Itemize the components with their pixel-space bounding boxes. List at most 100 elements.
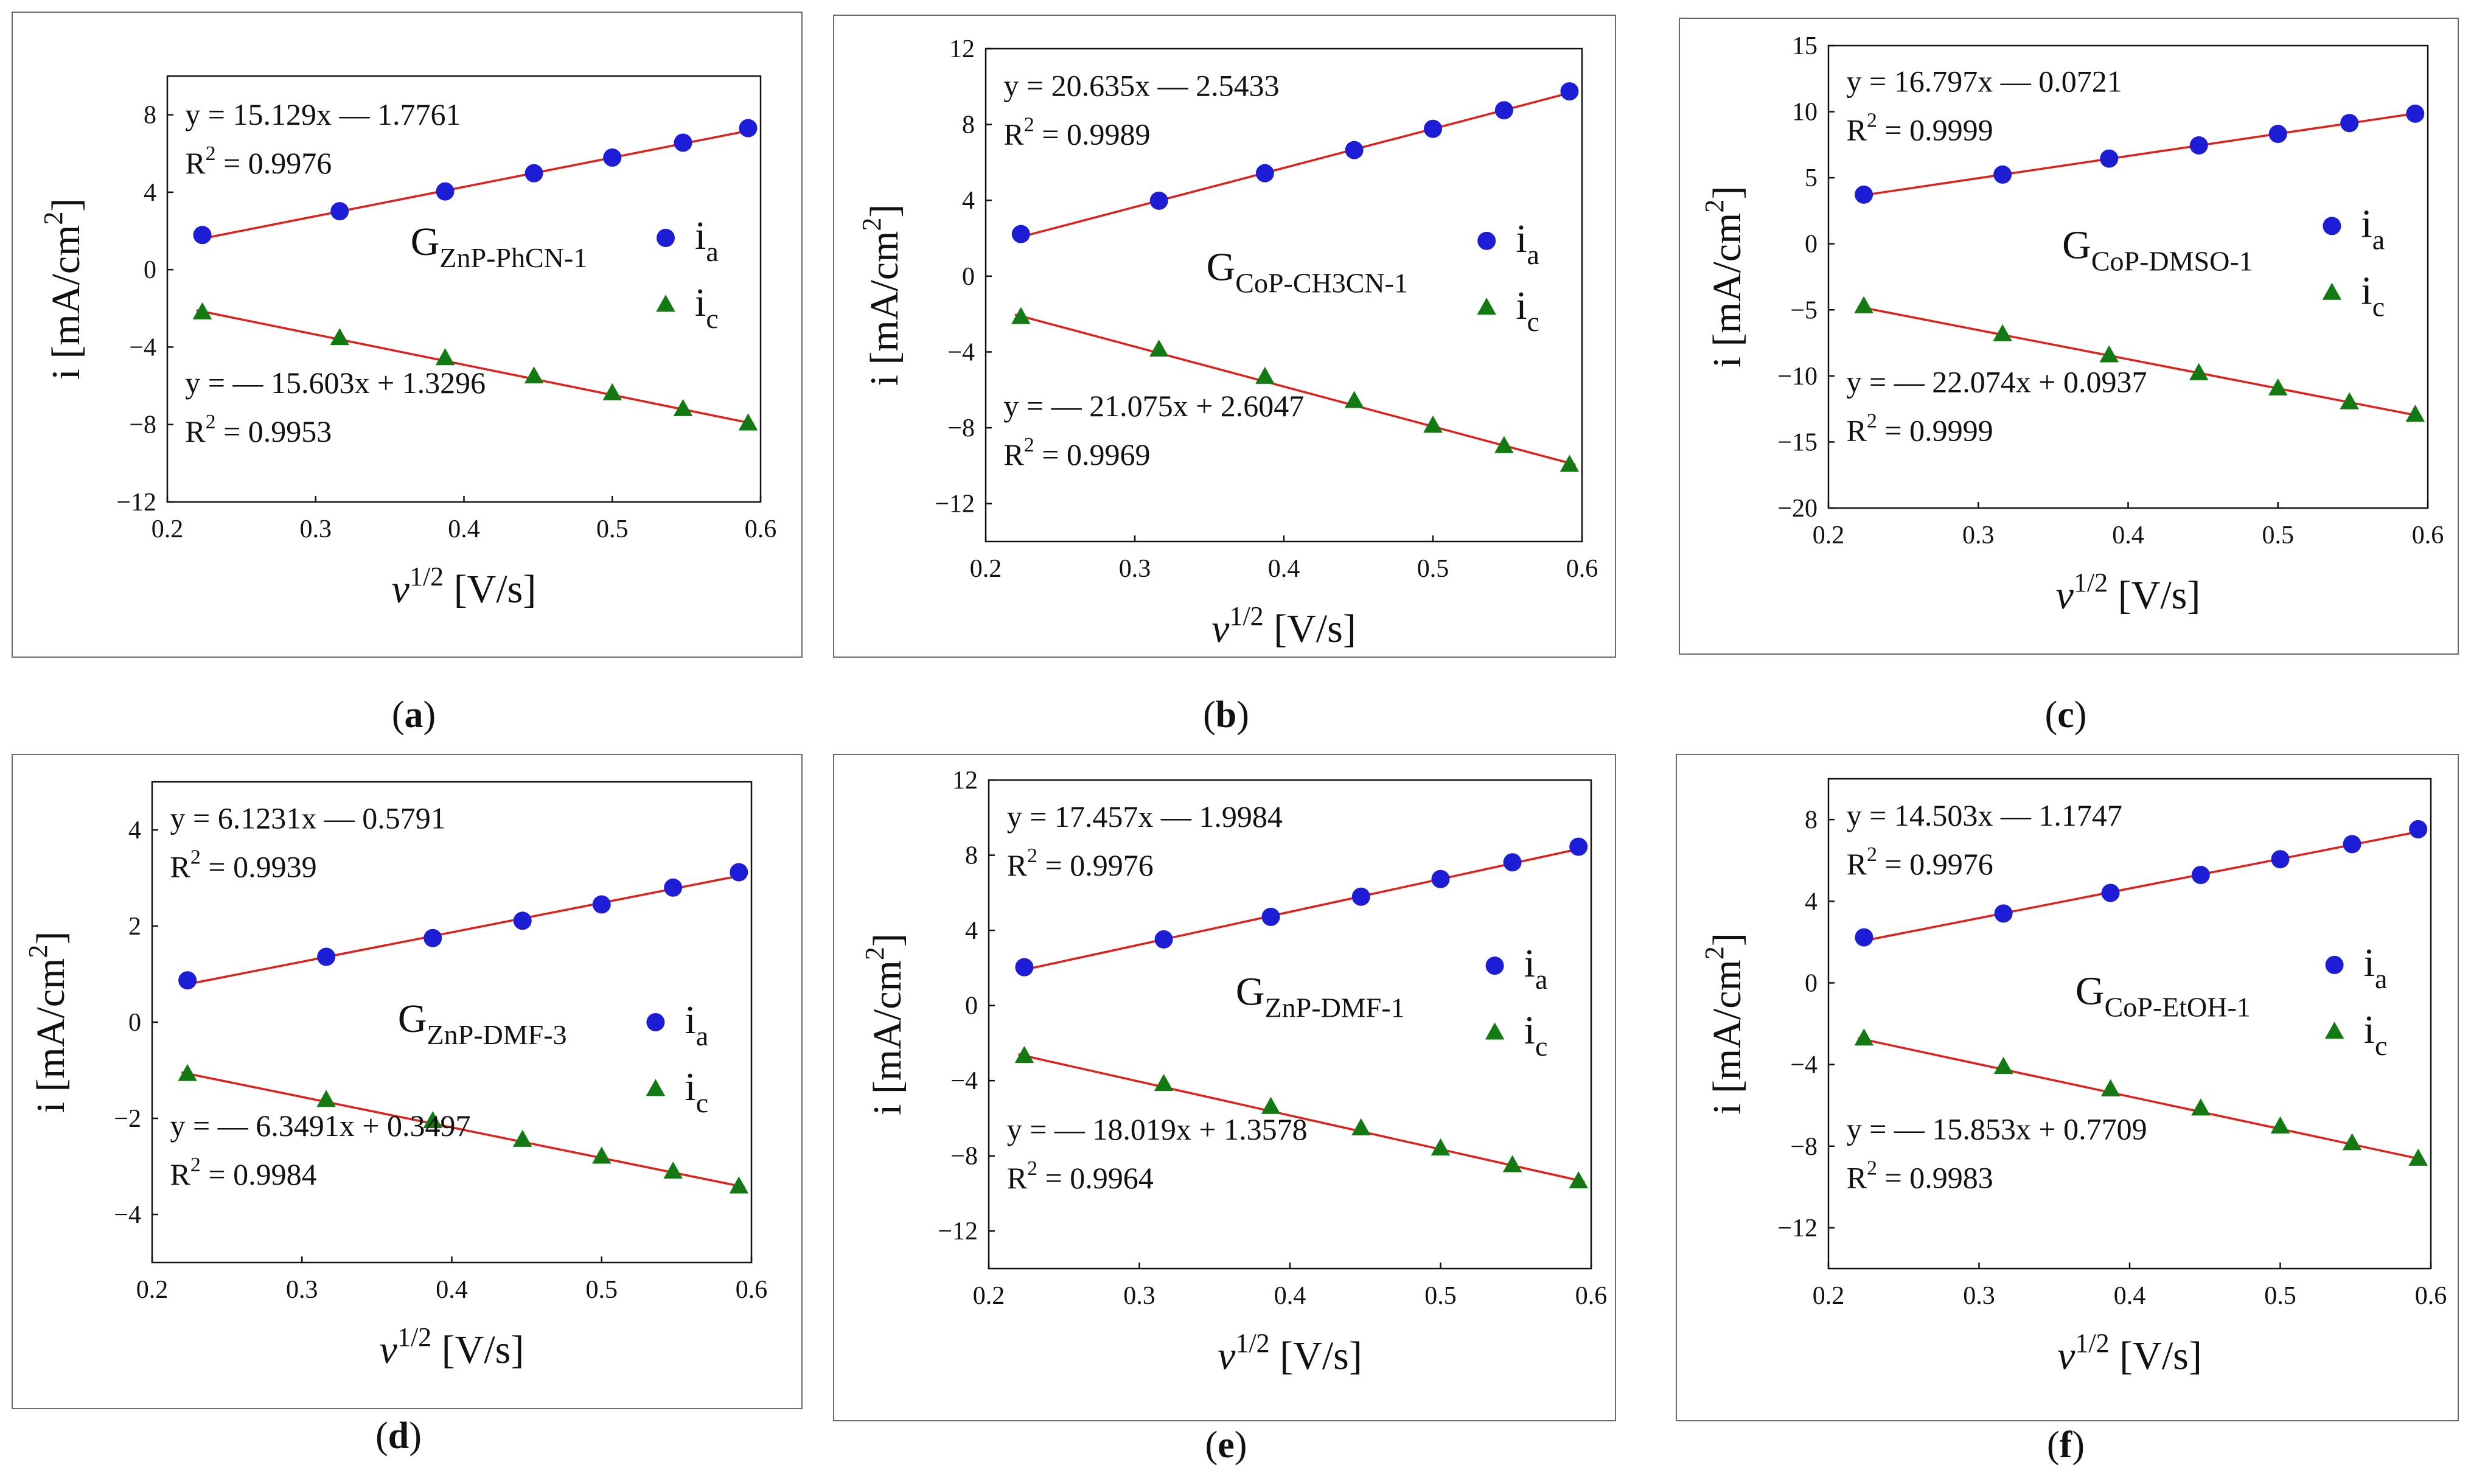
r-squared-ic: R2 = 0.9999 xyxy=(1847,409,1993,447)
point-ia xyxy=(2189,136,2208,155)
compound-sub: ZnP-DMF-1 xyxy=(1265,992,1405,1023)
compound-main: G xyxy=(411,220,440,264)
point-ia xyxy=(1494,101,1513,120)
y-tick-label: −8 xyxy=(129,411,156,439)
legend-base: i xyxy=(685,1065,695,1109)
fit-equation-ia: y = 17.457x — 1.9984 xyxy=(1007,799,1283,834)
fit-equation-ic: y = — 18.019x + 1.3578 xyxy=(1007,1112,1308,1146)
x-axis-label: v1/2 [V/s] xyxy=(1218,1328,1362,1378)
point-ia xyxy=(739,119,758,138)
legend-base: i xyxy=(695,280,706,325)
y-tick-label: 4 xyxy=(144,179,156,207)
panel-c: 0.2 0.3 0.4 0.5 0.6 −20 −15 −10 −5 0 5 10 15 v1/2 [V/… xyxy=(1679,18,2459,655)
legend-label-ic: ic xyxy=(685,1065,708,1118)
legend-sub: a xyxy=(706,236,718,267)
x-tick-label: 0.5 xyxy=(2262,521,2295,549)
y-tick-label: −12 xyxy=(1777,1214,1818,1242)
compound-main: G xyxy=(1236,969,1265,1014)
panel-e: 0.2 0.3 0.4 0.5 0.6 −12 −8 −4 0 4 8 12 v1/2 [V/s] i [… xyxy=(833,754,1616,1421)
point-ic xyxy=(1423,415,1443,433)
fit-equation-ic: y = — 22.074x + 0.0937 xyxy=(1847,364,2147,399)
point-ic xyxy=(192,302,212,319)
paren-open: ( xyxy=(2045,694,2058,736)
fit-line-ic xyxy=(1857,305,2422,417)
legend-sub: a xyxy=(1527,239,1539,270)
point-ia xyxy=(423,928,442,947)
x-tick-label: 0.3 xyxy=(1962,521,1995,549)
x-axis-unit: [V/s] xyxy=(444,567,536,611)
legend-sub: c xyxy=(2375,1030,2387,1061)
panel-b: 0.2 0.3 0.4 0.5 0.6 −12 −8 −4 0 4 8 12 v1/2 [V/s] i [… xyxy=(833,15,1616,658)
point-ic xyxy=(1993,1056,2013,1074)
y-axis-end: ] xyxy=(44,198,88,212)
y-tick-label: 8 xyxy=(144,102,156,130)
point-ic xyxy=(2342,1133,2362,1151)
y-tick-label: −4 xyxy=(950,1067,978,1095)
legend-label-ic: ic xyxy=(2364,1008,2388,1061)
panel-tag-a: (a) xyxy=(392,694,436,736)
y-axis-sup: 2 xyxy=(857,218,887,231)
point-ia xyxy=(178,971,197,990)
point-ic xyxy=(2408,1148,2428,1166)
fit-line-ic xyxy=(1014,313,1576,466)
compound-sub: CoP-EtOH-1 xyxy=(2105,991,2251,1022)
y-tick-label: 12 xyxy=(949,35,975,63)
point-ic xyxy=(435,348,455,366)
legend-label-ic: ic xyxy=(1524,1008,1548,1062)
r2-value: = 0.9976 xyxy=(1877,847,1993,881)
r2-letter: R xyxy=(1847,1160,1867,1194)
fit-line-ic xyxy=(196,309,755,425)
point-ia xyxy=(1015,958,1034,977)
paren-close: ) xyxy=(1235,1424,1247,1466)
x-tick-label: 0.5 xyxy=(1424,1282,1457,1310)
r2-letter: R xyxy=(1847,413,1867,447)
point-ic xyxy=(1255,366,1275,384)
y-axis-label: i [mA/cm2] xyxy=(1699,933,1749,1115)
panel-tag-c: (c) xyxy=(2045,694,2087,736)
panel-frame xyxy=(833,15,1616,658)
x-tick-label: 0.2 xyxy=(152,515,184,543)
y-tick-label: 2 xyxy=(128,913,141,941)
point-ia xyxy=(2271,850,2290,869)
r2-sup: 2 xyxy=(1027,845,1037,867)
x-axis-sup: 1/2 xyxy=(2074,568,2108,597)
point-ia xyxy=(603,148,622,167)
y-tick-label: 4 xyxy=(1805,888,1818,916)
point-ic xyxy=(1014,1045,1034,1064)
compound-label: GCoP-CH3CN-1 xyxy=(1207,245,1408,299)
x-axis-unit: [V/s] xyxy=(2110,1334,2202,1378)
legend-marker-ic xyxy=(1485,1022,1505,1040)
panel-tag-f: (f) xyxy=(2047,1424,2085,1466)
r2-sup: 2 xyxy=(1027,1157,1037,1180)
x-axis-var: v xyxy=(380,1328,398,1372)
fit-equation-ia: y = 14.503x — 1.1747 xyxy=(1847,798,2122,832)
compound-main: G xyxy=(2075,969,2105,1013)
panel-tag-b: (b) xyxy=(1203,694,1249,736)
fit-equation-ic: y = — 15.853x + 0.7709 xyxy=(1847,1112,2147,1146)
x-axis-label: v1/2 [V/s] xyxy=(1211,601,1356,651)
point-ic xyxy=(178,1064,197,1081)
point-ia xyxy=(1255,164,1274,183)
point-ic xyxy=(738,413,758,431)
y-axis-label: i [mA/cm2] xyxy=(860,933,910,1115)
x-tick-label: 0.3 xyxy=(1123,1282,1155,1310)
y-tick-label: −4 xyxy=(947,338,975,366)
r2-sup: 2 xyxy=(1867,1157,1877,1179)
point-ia xyxy=(1424,119,1442,138)
y-axis-end: ] xyxy=(29,932,73,945)
compound-label: GZnP-PhCN-1 xyxy=(411,220,587,273)
x-tick-label: 0.2 xyxy=(136,1276,169,1304)
panel-letter: a xyxy=(405,694,423,736)
x-axis-sup: 1/2 xyxy=(1229,601,1263,631)
compound-sub: ZnP-PhCN-1 xyxy=(439,242,587,273)
legend-marker-ic xyxy=(656,294,675,312)
y-tick-label: 8 xyxy=(962,111,975,139)
y-tick-label: −12 xyxy=(935,490,975,518)
y-axis-sup: 2 xyxy=(1699,200,1729,213)
fit-equation-ia: y = 15.129x — 1.7761 xyxy=(185,97,461,131)
r-squared-ic: R2 = 0.9984 xyxy=(170,1154,317,1191)
r2-sup: 2 xyxy=(190,1154,201,1176)
panel-letter: f xyxy=(2060,1424,2073,1466)
paren-close: ) xyxy=(409,1415,422,1457)
r2-value: = 0.9976 xyxy=(1037,848,1154,882)
